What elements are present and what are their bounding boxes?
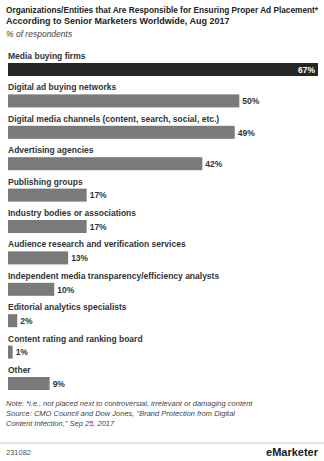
bar <box>8 63 318 76</box>
category-label: Industry bodies or associations <box>8 208 136 218</box>
category-label: Independent media transparency/efficienc… <box>8 271 219 281</box>
bar <box>8 251 68 264</box>
category-label: Editorial analytics specialists <box>8 302 127 312</box>
chart-id: 231082 <box>6 448 31 457</box>
data-label: 2% <box>20 316 33 326</box>
subtitle: % of respondents <box>6 29 73 39</box>
data-label: 42% <box>205 159 222 169</box>
category-label: Audience research and verification servi… <box>8 239 186 249</box>
bar <box>8 314 17 327</box>
category-label: Advertising agencies <box>8 145 94 155</box>
category-label: Publishing groups <box>8 177 83 187</box>
bar <box>8 157 202 170</box>
bars <box>8 63 318 390</box>
bar <box>8 94 239 107</box>
title: According to Senior Marketers Worldwide,… <box>6 16 230 26</box>
bar <box>8 220 87 233</box>
data-label: 13% <box>71 253 88 263</box>
title: Organizations/Entities that Are Responsi… <box>6 5 318 15</box>
category-label: Content rating and ranking board <box>8 334 143 344</box>
chart: Organizations/Entities that Are Responsi… <box>0 0 324 461</box>
category-label: Media buying firms <box>8 51 86 61</box>
category-label: Digital ad buying networks <box>8 82 116 92</box>
note: Note: *i.e., not placed next to controve… <box>6 399 253 408</box>
bar <box>8 283 54 296</box>
category-label: Digital media channels (content, search,… <box>8 114 219 124</box>
data-label: 10% <box>57 285 74 295</box>
bar <box>8 126 235 139</box>
source: Source: CMO Council and Dow Jones, "Bran… <box>6 409 235 418</box>
footer-rule <box>0 443 324 444</box>
bar <box>8 346 13 359</box>
data-label: 50% <box>242 96 259 106</box>
data-labels: 67% 50% 49% 42% 17% 17% 13% 10% 2% 1% 9% <box>16 65 316 389</box>
data-label: 49% <box>238 128 255 138</box>
data-label: 67% <box>298 65 315 75</box>
data-label: 1% <box>16 347 29 357</box>
category-label: Other <box>8 365 31 375</box>
bar <box>8 377 50 390</box>
data-label: 9% <box>53 379 66 389</box>
data-label: 17% <box>90 190 107 200</box>
data-label: 17% <box>90 222 107 232</box>
source: Content Infection," Sep 25, 2017 <box>6 419 115 428</box>
brand: eMarketer <box>266 446 319 458</box>
bar <box>8 189 87 202</box>
